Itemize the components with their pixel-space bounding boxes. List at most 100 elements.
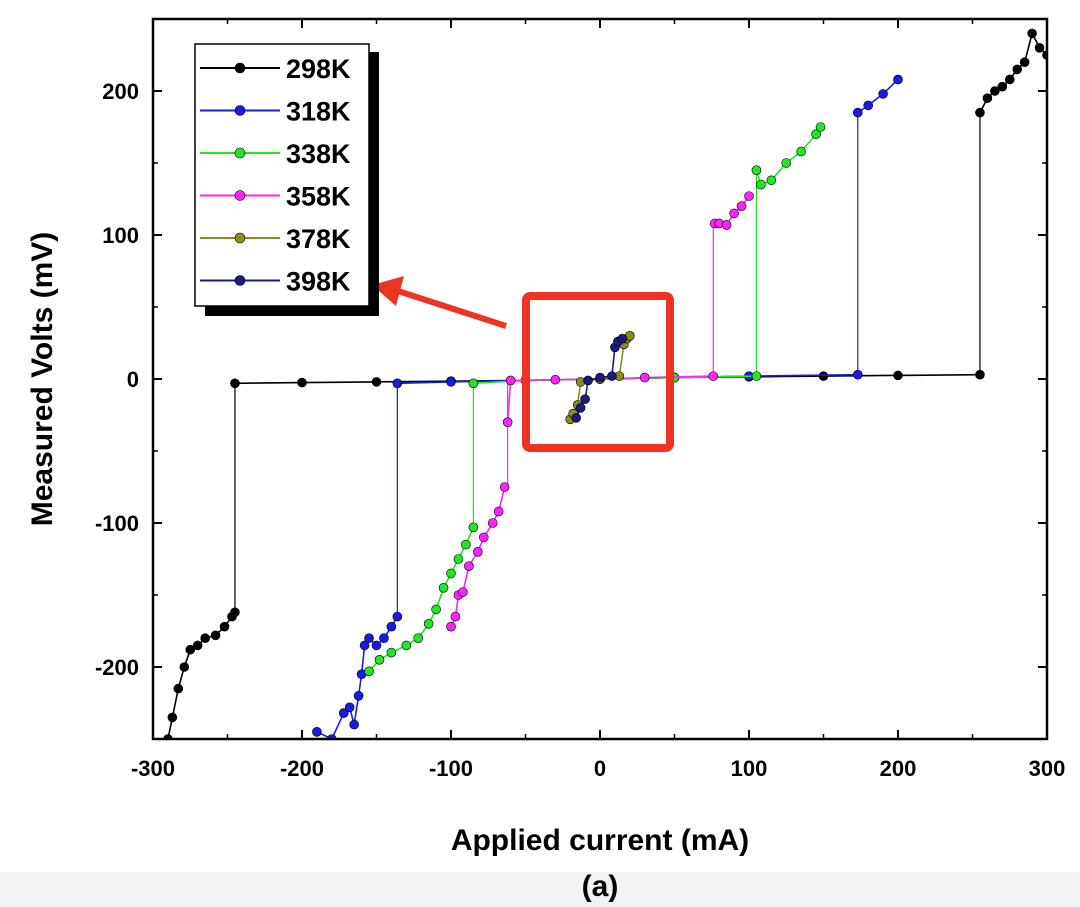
legend-item-298K: 298K xyxy=(200,54,351,84)
series-line xyxy=(857,78,899,114)
data-point xyxy=(639,372,650,383)
x-tick-label: -200 xyxy=(280,756,324,781)
legend-marker xyxy=(234,275,246,286)
data-point xyxy=(975,107,985,118)
data-point xyxy=(297,377,307,388)
legend-marker xyxy=(234,232,246,244)
x-tick-label: 0 xyxy=(594,756,606,781)
data-point xyxy=(478,532,489,543)
data-point xyxy=(595,372,605,383)
data-point xyxy=(708,371,719,381)
data-point xyxy=(371,377,382,387)
legend-marker xyxy=(234,105,246,116)
data-point xyxy=(744,191,754,201)
data-point xyxy=(230,378,240,389)
data-point xyxy=(167,712,178,723)
data-point xyxy=(200,633,210,644)
data-point xyxy=(230,607,240,618)
data-point xyxy=(583,375,593,386)
data-point xyxy=(359,640,370,651)
data-point xyxy=(736,201,747,211)
data-point xyxy=(617,333,628,344)
data-point xyxy=(1034,42,1045,53)
data-point xyxy=(364,633,374,644)
series-318K xyxy=(312,74,903,739)
data-point xyxy=(379,633,389,644)
data-point xyxy=(550,374,561,385)
data-point xyxy=(815,122,826,132)
series-298K xyxy=(163,28,1047,739)
series-338K xyxy=(364,122,826,677)
data-point xyxy=(344,702,355,713)
data-point xyxy=(766,175,777,186)
data-point xyxy=(392,378,403,389)
y-tick-label: 0 xyxy=(127,367,139,392)
data-point xyxy=(863,100,874,111)
data-point xyxy=(371,640,382,651)
data-point xyxy=(729,208,739,219)
y-tick-label: -200 xyxy=(95,655,139,680)
annotation-arrowhead xyxy=(372,276,404,306)
y-tick-label: 100 xyxy=(102,223,139,248)
legend-label: 378K xyxy=(286,224,351,254)
data-point xyxy=(796,146,806,157)
data-point xyxy=(464,561,474,572)
legend-item-358K: 358K xyxy=(200,182,351,212)
annotation-arrow xyxy=(397,288,507,329)
data-point xyxy=(364,666,374,677)
data-point xyxy=(392,611,403,622)
data-point xyxy=(756,179,766,190)
x-tick-label: -100 xyxy=(429,756,473,781)
data-point xyxy=(185,644,196,655)
data-point xyxy=(607,371,617,381)
y-axis-title: Measured Volts (mV) xyxy=(26,232,59,527)
data-point xyxy=(502,417,513,428)
data-point xyxy=(446,568,456,579)
data-point xyxy=(580,394,590,404)
data-point xyxy=(1004,74,1015,85)
data-point xyxy=(386,647,397,658)
y-tick-label: 200 xyxy=(102,79,139,104)
data-point xyxy=(1012,64,1023,75)
data-point xyxy=(499,482,510,492)
legend-box xyxy=(194,43,370,307)
legend-marker xyxy=(234,147,246,159)
data-point xyxy=(852,369,863,380)
data-point xyxy=(468,378,479,389)
series-line xyxy=(979,31,1047,113)
data-point xyxy=(493,506,504,517)
data-point xyxy=(982,93,993,103)
legend-item-378K: 378K xyxy=(200,224,351,254)
data-point xyxy=(811,129,821,139)
data-point xyxy=(751,165,762,175)
data-point xyxy=(893,370,903,381)
data-point xyxy=(353,690,364,701)
data-point xyxy=(173,683,184,694)
data-point xyxy=(438,582,449,593)
data-point xyxy=(893,74,903,85)
legend-item-318K: 318K xyxy=(200,97,351,127)
x-tick-label: 200 xyxy=(880,756,917,781)
data-point xyxy=(219,621,230,632)
data-point xyxy=(571,413,581,423)
data-point xyxy=(990,86,1000,96)
legend-item-338K: 338K xyxy=(200,139,351,169)
legend-label: 358K xyxy=(286,182,351,212)
x-tick-label: -300 xyxy=(131,756,175,781)
series-358K xyxy=(446,191,754,632)
x-axis-title: Applied current (mA) xyxy=(451,824,749,857)
data-point xyxy=(338,708,349,718)
legend-label: 338K xyxy=(286,139,351,169)
data-point xyxy=(312,726,322,737)
data-point xyxy=(878,89,888,99)
data-point xyxy=(473,546,483,557)
legend-label: 318K xyxy=(286,97,351,127)
series-398K xyxy=(571,333,628,423)
y-tick-label: -100 xyxy=(95,511,139,536)
data-point xyxy=(179,662,190,672)
highlight-box xyxy=(522,292,674,452)
data-point xyxy=(975,369,985,380)
data-point xyxy=(1019,57,1030,68)
series-line xyxy=(755,126,822,186)
